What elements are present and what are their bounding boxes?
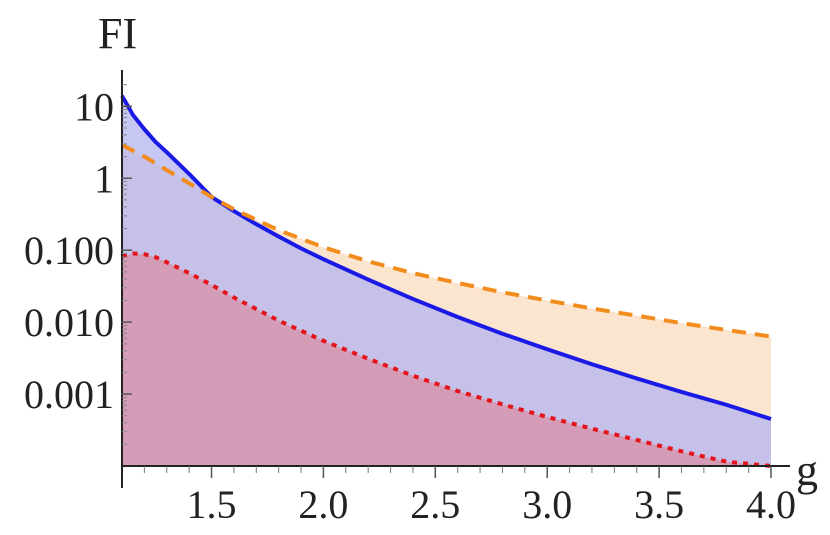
y-tick-label: 1 [94,156,114,201]
x-tick-label: 3.5 [634,482,684,527]
x-tick-label: 2.0 [298,482,348,527]
y-axis-title: FI [98,9,137,58]
series-line-dotted [121,251,772,468]
area-fills [122,95,771,467]
x-tick-label: 3.0 [522,482,572,527]
y-tick-label: 0.100 [24,228,114,273]
tick-labels: 1.5 2.0 2.5 3.0 3.5 4.0 0.001 0.010 0.100 1 10 [24,84,796,527]
y-tick-label: 0.001 [24,372,114,417]
tick-marks [121,84,772,478]
series-lines [120,94,772,468]
x-tick-label: 1.5 [187,482,237,527]
series-line-dashed [121,143,772,339]
x-tick-label: 2.5 [410,482,460,527]
y-tick-label: 0.010 [24,300,114,345]
x-axis-title: g [796,446,818,495]
series-line-solid [120,94,772,421]
area-fill-series-3 [122,253,771,466]
y-tick-label: 10 [74,84,114,129]
x-tick-label: 4.0 [746,482,796,527]
